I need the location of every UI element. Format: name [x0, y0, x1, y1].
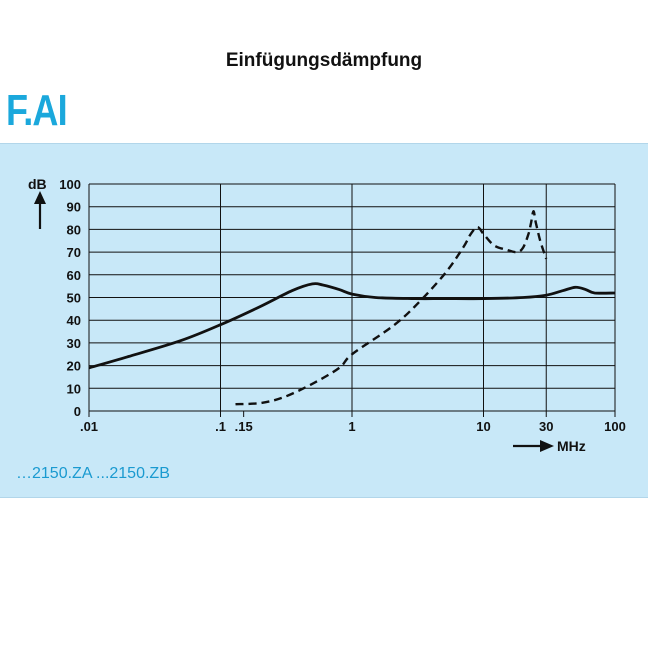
- grid: [88, 183, 616, 417]
- y-tick-label: 70: [67, 245, 81, 260]
- y-tick-label: 30: [67, 336, 81, 351]
- x-tick-label: 30: [539, 419, 553, 434]
- y-axis-arrow-icon: [34, 191, 46, 204]
- x-axis-label-group: MHz: [513, 438, 586, 454]
- x-axis-arrow-icon: [540, 440, 554, 452]
- y-axis-label: dB: [28, 176, 47, 192]
- y-tick-label: 0: [74, 404, 81, 419]
- y-tick-labels: 0 10 20 30 40 50 60 70 80 90 100: [59, 177, 81, 419]
- y-axis-label-group: dB: [28, 176, 47, 229]
- model-numbers: …2150.ZA ...2150.ZB: [16, 465, 170, 482]
- y-tick-label: 50: [67, 291, 81, 306]
- y-tick-label: 100: [59, 177, 81, 192]
- brand-logo: F.AI: [6, 86, 68, 135]
- chart-title: Einfügungsdämpfung: [225, 50, 423, 71]
- x-axis-label: MHz: [557, 438, 586, 454]
- y-tick-label: 80: [67, 222, 81, 237]
- y-tick-label: 10: [67, 381, 81, 396]
- series-line-solid: [88, 282, 616, 370]
- x-tick-label: 100: [604, 419, 626, 434]
- x-tick-label: 1: [348, 419, 355, 434]
- x-tick-labels: .01 .1 .15 1 10 30 100: [80, 419, 626, 434]
- x-tick-label: .15: [235, 419, 253, 434]
- series: [88, 210, 616, 406]
- y-tick-label: 20: [67, 359, 81, 374]
- y-tick-label: 60: [67, 268, 81, 283]
- x-tick-label: 10: [476, 419, 490, 434]
- x-tick-label: .1: [215, 419, 226, 434]
- y-tick-label: 40: [67, 313, 81, 328]
- chart-panel: 0 10 20 30 40 50 60 70 80 90 100 .01.1.15 1 10 30 100 …: [0, 143, 648, 498]
- x-tick-label: .01: [80, 419, 98, 434]
- series-line-dashed: [235, 210, 548, 406]
- y-tick-label: 90: [67, 200, 81, 215]
